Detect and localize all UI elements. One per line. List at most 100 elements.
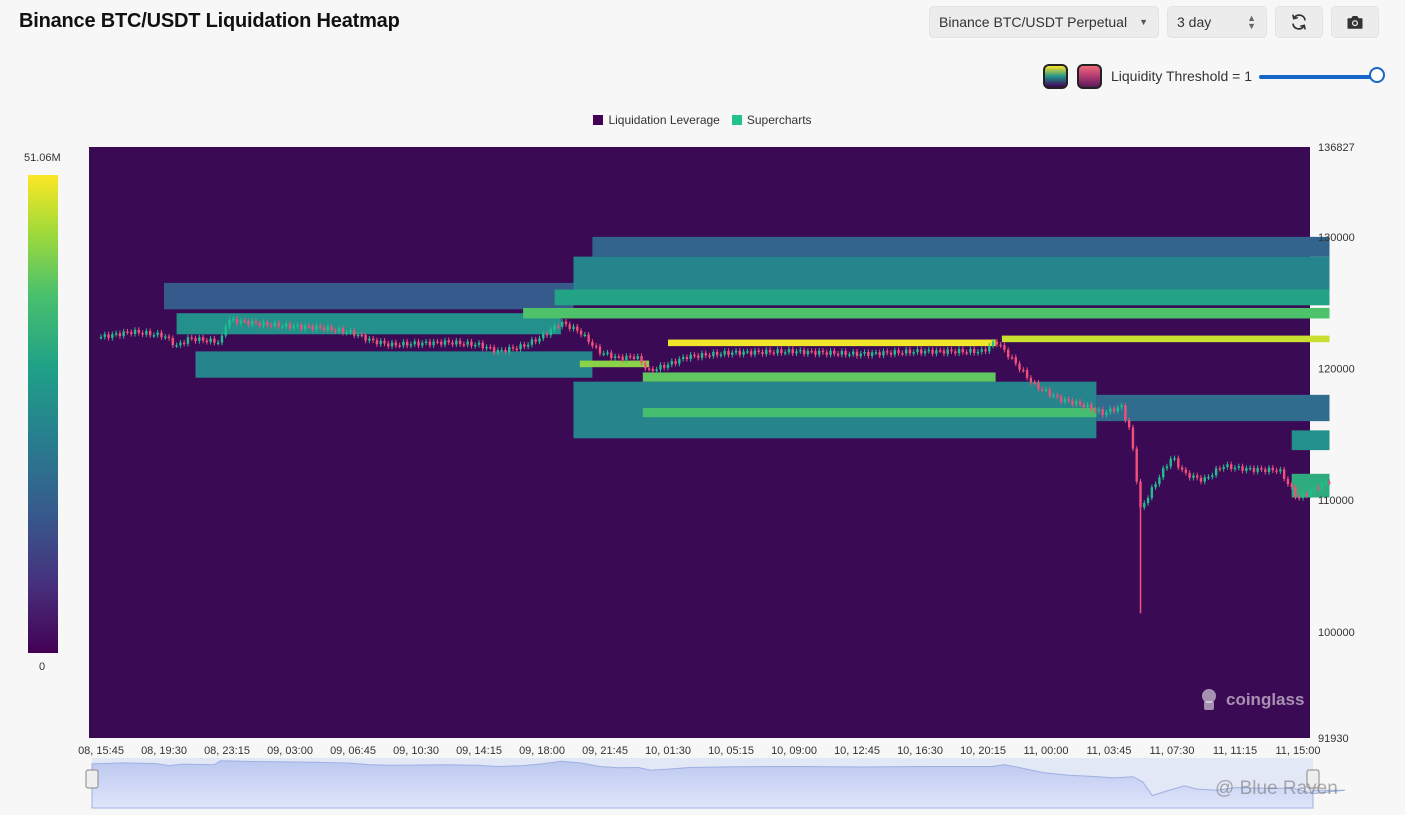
- candle-body: [1233, 467, 1237, 470]
- candle-body: [296, 324, 299, 327]
- candle-body: [999, 344, 1002, 347]
- candle-body: [700, 353, 704, 358]
- candle-body: [1184, 469, 1188, 473]
- candle-body: [901, 353, 904, 355]
- candle-body: [621, 356, 624, 360]
- coinglass-watermark-text: coinglass: [1226, 690, 1305, 709]
- candle-body: [795, 351, 798, 354]
- candle-body: [1290, 484, 1293, 487]
- candle-body: [436, 341, 439, 343]
- candle-body: [428, 341, 432, 346]
- candle-body: [1180, 467, 1184, 470]
- candle-body: [942, 350, 946, 354]
- candle-body: [1041, 388, 1044, 391]
- candle-body: [443, 340, 447, 345]
- candle-body: [390, 342, 394, 347]
- legend-item-liquidation-leverage[interactable]: Liquidation Leverage: [593, 113, 720, 127]
- candle-body: [579, 330, 583, 335]
- candle-body: [504, 349, 507, 353]
- candle-body: [1298, 496, 1301, 499]
- candle-body: [1199, 477, 1203, 482]
- candle-body: [965, 352, 968, 354]
- candle-body: [1059, 396, 1063, 402]
- candle-body: [591, 341, 594, 346]
- candle-body: [326, 326, 329, 331]
- camera-button[interactable]: [1331, 6, 1379, 38]
- candle-body: [141, 332, 144, 335]
- threshold-label: Liquidity Threshold = 1: [1111, 68, 1252, 84]
- candle-body: [727, 351, 730, 355]
- y-tick-label: 120000: [1318, 364, 1355, 376]
- candle-body: [606, 352, 609, 355]
- candle-body: [409, 344, 413, 346]
- candle-body: [708, 355, 711, 357]
- candle-body: [772, 352, 776, 354]
- candle-body: [398, 345, 401, 347]
- range-select[interactable]: 3 day ▲ ▼: [1167, 6, 1267, 38]
- candle-body: [1248, 467, 1252, 470]
- candle-body: [1237, 466, 1240, 468]
- candle-body: [1169, 458, 1172, 467]
- candle-body: [564, 321, 568, 325]
- colorbar: [28, 175, 58, 653]
- navigator-handle-left[interactable]: [85, 769, 99, 789]
- candle-body: [647, 368, 651, 370]
- candle-body: [337, 328, 341, 332]
- x-tick-label: 11, 00:00: [1023, 745, 1068, 757]
- candle-body: [783, 352, 787, 354]
- legend-item-supercharts[interactable]: Supercharts: [731, 113, 812, 127]
- liquidity-band: [642, 407, 1097, 418]
- candle-body: [266, 321, 269, 326]
- threshold-slider-track[interactable]: [1259, 75, 1375, 79]
- candle-body: [394, 342, 398, 346]
- candle-body: [640, 356, 643, 363]
- candle-body: [568, 324, 571, 329]
- chevron-down-icon: ▼: [1139, 17, 1148, 27]
- candle-body: [201, 337, 205, 341]
- candle-body: [1309, 489, 1312, 496]
- candle-body: [712, 351, 715, 357]
- coinglass-logo-icon: [1202, 689, 1216, 710]
- candle-body: [216, 342, 220, 345]
- candle-body: [1082, 404, 1085, 408]
- x-tick-label: 08, 15:45: [78, 745, 124, 757]
- refresh-button[interactable]: [1275, 6, 1323, 38]
- candle-body: [681, 356, 685, 359]
- candle-body: [1131, 427, 1135, 449]
- pair-select[interactable]: Binance BTC/USDT Perpetual ▼: [929, 6, 1159, 38]
- viridis-theme-swatch[interactable]: [1043, 64, 1068, 89]
- navigator-handle-right[interactable]: [1306, 769, 1320, 789]
- candle-body: [625, 355, 628, 360]
- candle-body: [572, 326, 575, 329]
- liquidity-band: [592, 236, 1330, 257]
- candle-body: [844, 351, 847, 355]
- candle-body: [825, 352, 828, 355]
- liquidity-band: [164, 282, 574, 310]
- candle-body: [848, 354, 851, 356]
- candle-body: [908, 349, 912, 354]
- candle-body: [1282, 469, 1286, 479]
- liquidity-band: [1291, 473, 1330, 498]
- candle-body: [629, 355, 632, 358]
- candle-body: [258, 323, 261, 326]
- navigator-series: [91, 760, 1346, 809]
- candle-body: [130, 332, 133, 334]
- candle-body: [167, 336, 171, 339]
- x-tick-label: 11, 07:30: [1149, 745, 1194, 757]
- candle-body: [466, 341, 469, 345]
- legend-swatch: [731, 115, 742, 125]
- x-tick-label: 10, 05:15: [708, 745, 754, 757]
- candle-body: [508, 347, 511, 353]
- candle-body: [492, 347, 496, 353]
- candle-body: [1007, 349, 1010, 358]
- magma-theme-swatch[interactable]: [1077, 64, 1102, 89]
- candle-body: [118, 333, 122, 337]
- legend-label: Supercharts: [746, 113, 812, 127]
- candle-body: [587, 334, 590, 342]
- candle-body: [780, 349, 783, 354]
- threshold-slider-handle[interactable]: [1369, 67, 1385, 83]
- y-tick-label: 136827: [1318, 142, 1355, 154]
- candle-body: [976, 351, 980, 354]
- camera-icon: [1347, 16, 1363, 29]
